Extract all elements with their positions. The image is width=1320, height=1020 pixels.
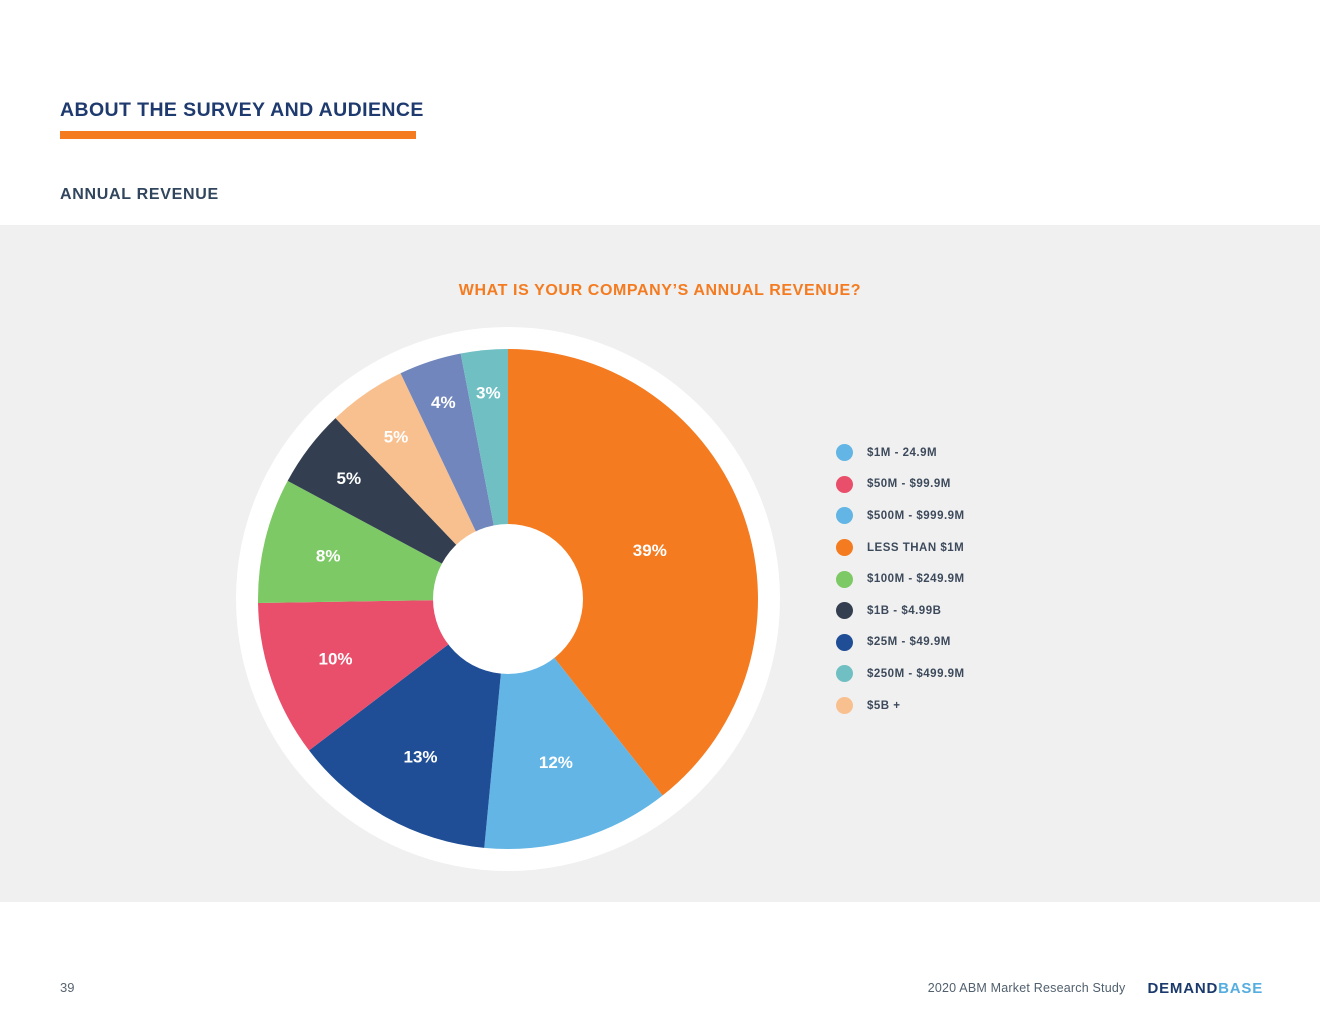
legend-swatch (836, 444, 853, 462)
logo-base-text: BASE (1218, 979, 1263, 997)
page-header: ABOUT THE SURVEY AND AUDIENCE ANNUAL REV… (60, 99, 424, 204)
legend-item-2: $500M - $999.9M (836, 500, 965, 532)
legend-label: $50M - $99.9M (867, 478, 951, 491)
slice-label-5: 5% (337, 469, 362, 488)
slice-label-2: 13% (403, 747, 437, 766)
slice-label-1: 12% (539, 753, 573, 772)
footer-right-group: 2020 ABM Market Research Study DEMANDBAS… (928, 975, 1263, 1001)
legend-swatch (836, 697, 853, 715)
legend-label: $25M - $49.9M (867, 636, 951, 649)
legend-label: $250M - $499.9M (867, 667, 965, 680)
demandbase-logo: DEMANDBASE (1147, 980, 1263, 997)
legend-item-1: $50M - $99.9M (836, 469, 965, 501)
legend-label: $1B - $4.99B (867, 604, 942, 617)
chart-panel: WHAT IS YOUR COMPANY’S ANNUAL REVENUE? 3… (0, 225, 1320, 902)
legend-swatch (836, 475, 853, 493)
slice-label-7: 4% (431, 393, 456, 412)
donut-hole (433, 524, 583, 674)
legend-item-8: $5B + (836, 690, 965, 722)
subtitle-annual-revenue: ANNUAL REVENUE (60, 186, 219, 203)
legend-swatch (836, 539, 853, 557)
pie-slice-2 (309, 599, 508, 848)
footer-study-text: 2020 ABM Market Research Study (927, 981, 1126, 995)
legend-swatch (836, 665, 853, 683)
chart-legend: $1M - 24.9M $50M - $99.9M $500M - $999.9M L… (836, 437, 965, 721)
donut-chart: 39% 12% 13% 10% 8% 5% 5% 4% 3% (236, 327, 780, 871)
legend-swatch (836, 602, 853, 620)
legend-swatch (836, 570, 853, 588)
legend-label: $1M - 24.9M (867, 446, 938, 459)
page-footer: 39 2020 ABM Market Research Study DEMAND… (0, 975, 1320, 1001)
page-number: 39 (60, 980, 75, 995)
slice-label-3: 10% (318, 650, 352, 669)
logo-demand-text: DEMAND (1147, 979, 1219, 997)
slice-label-0: 39% (633, 541, 667, 560)
legend-item-5: $1B - $4.99B (836, 595, 965, 627)
legend-label: LESS THAN $1M (867, 541, 965, 554)
legend-label: $100M - $249.9M (867, 573, 965, 586)
slice-label-6: 5% (384, 427, 409, 446)
legend-label: $5B + (867, 699, 901, 712)
title-underline (60, 131, 416, 139)
legend-item-7: $250M - $499.9M (836, 658, 965, 690)
slice-label-4: 8% (316, 546, 341, 565)
legend-label: $500M - $999.9M (867, 509, 965, 522)
slice-label-8: 3% (476, 383, 501, 402)
section-title: ABOUT THE SURVEY AND AUDIENCE (60, 99, 424, 121)
legend-item-6: $25M - $49.9M (836, 627, 965, 659)
chart-title: WHAT IS YOUR COMPANY’S ANNUAL REVENUE? (458, 282, 862, 299)
legend-item-0: $1M - 24.9M (836, 437, 965, 469)
pie-slice-0 (508, 349, 758, 796)
legend-item-4: $100M - $249.9M (836, 563, 965, 595)
legend-swatch (836, 507, 853, 525)
legend-swatch (836, 633, 853, 651)
legend-item-3: LESS THAN $1M (836, 532, 965, 564)
